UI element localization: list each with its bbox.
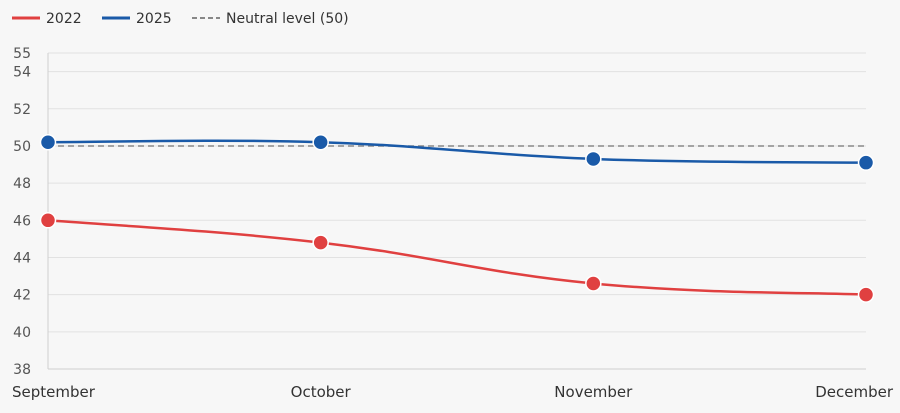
x-axis: September October November December [12,383,894,401]
y-tick-label: 40 [13,325,31,341]
y-tick-label: 38 [13,362,31,378]
x-tick-label: November [554,383,633,401]
legend: 2022 2025 Neutral level (50) [12,11,349,27]
data-point-2022-September[interactable] [39,212,57,229]
series-line-2025 [47,139,867,164]
y-tick-label: 48 [13,176,31,192]
y-tick-label: 52 [13,102,31,118]
y-tick-label: 54 [13,65,31,81]
data-point-2025-October[interactable] [312,133,329,151]
y-tick-label: 50 [13,139,31,155]
data-point-2025-September[interactable] [39,133,57,151]
y-tick-label: 42 [13,288,31,304]
x-tick-label: September [12,383,96,401]
gridlines [48,52,866,333]
data-point-2022-November[interactable] [585,275,602,292]
legend-label: 2025 [136,11,172,27]
data-point-2025-December[interactable] [857,154,875,171]
series-line-2022 [47,219,867,296]
y-tick-label: 44 [13,250,31,266]
series-group [39,133,875,303]
legend-label: Neutral level (50) [226,11,349,27]
data-point-2025-November[interactable] [585,150,602,168]
x-tick-label: December [815,383,894,401]
data-point-2022-December[interactable] [857,286,875,303]
y-tick-label: 46 [13,213,31,229]
y-tick-label: 55 [13,46,31,62]
y-axis: 38 40 42 44 46 48 50 52 54 55 [13,46,866,378]
data-point-2022-October[interactable] [312,234,329,251]
legend-label: 2022 [46,11,82,27]
x-tick-label: October [291,383,352,401]
